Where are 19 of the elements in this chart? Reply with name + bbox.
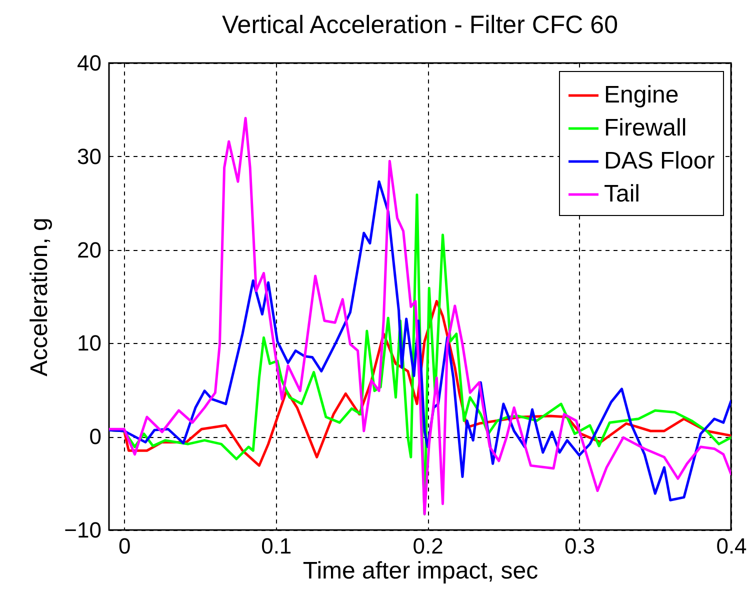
x-tick-label: 0.4 <box>716 534 747 558</box>
x-tick-label: 0 <box>118 534 131 558</box>
legend-label: Firewall <box>604 114 687 142</box>
chart-title: Vertical Acceleration - Filter CFC 60 <box>222 11 618 39</box>
y-axis-title: Acceleration, g <box>26 218 54 376</box>
y-tick-label: 20 <box>77 237 102 262</box>
x-axis-title: Time after impact, sec <box>302 558 538 584</box>
y-tick-label: −10 <box>64 518 102 542</box>
x-tick-label: 0.1 <box>261 534 292 558</box>
y-tick-label: 40 <box>77 50 102 76</box>
line-series <box>109 116 731 516</box>
x-tick-label: 0.2 <box>412 534 444 558</box>
y-tick-label: 0 <box>89 424 102 450</box>
y-tick-label: 30 <box>77 144 102 169</box>
legend-label: Tail <box>604 180 640 208</box>
x-tick-label: 0.3 <box>564 534 596 558</box>
legend-label: Engine <box>604 82 679 108</box>
y-tick-label: 10 <box>77 330 102 356</box>
legend-label: DAS Floor <box>604 148 715 174</box>
